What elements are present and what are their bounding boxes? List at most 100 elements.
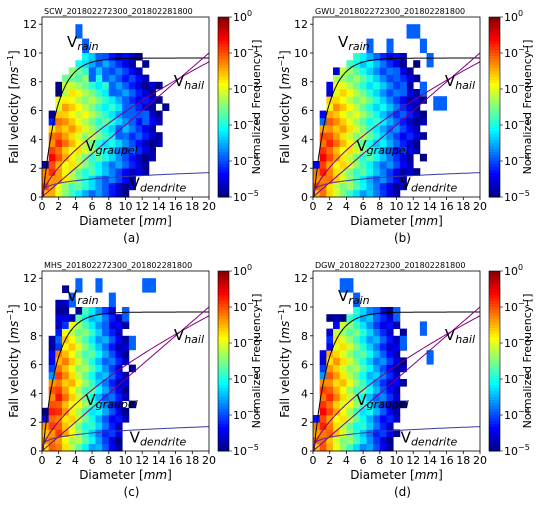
heatmap-cell — [393, 175, 401, 183]
heatmap-cell — [373, 168, 381, 176]
heatmap-cell — [68, 335, 76, 344]
heatmap-cell — [399, 153, 407, 162]
colorbar-segment — [489, 89, 500, 93]
heatmap-cell — [346, 182, 354, 191]
heatmap-cell — [122, 125, 130, 133]
heatmap-cell — [142, 110, 150, 125]
colorbar-segment — [489, 295, 500, 299]
heatmap-cell — [333, 443, 341, 452]
heatmap-cell — [122, 393, 130, 401]
heatmap-cell — [128, 132, 136, 140]
colorbar-segment — [489, 400, 500, 404]
heatmap-cell — [102, 343, 110, 351]
heatmap-cell — [55, 299, 63, 308]
y-tick-label: 4 — [30, 387, 37, 400]
heatmap-cell — [75, 67, 83, 75]
x-tick-label: 4 — [343, 200, 350, 213]
heatmap-cell — [346, 168, 354, 176]
heatmap-cell — [346, 379, 354, 387]
heatmap-cell — [82, 182, 90, 191]
heatmap-cell — [373, 379, 381, 387]
heatmap-cell — [333, 436, 341, 445]
heatmap-cell — [406, 125, 414, 133]
heatmap-cell — [386, 335, 394, 344]
heatmap-cell — [379, 400, 387, 409]
heatmap-cell — [393, 379, 401, 387]
heatmap-cell — [135, 168, 143, 176]
colorbar-segment — [218, 62, 229, 66]
colorbar-segment — [218, 367, 229, 371]
heatmap-cell — [406, 168, 414, 176]
heatmap-cell — [386, 74, 394, 83]
heatmap-cell — [155, 81, 163, 90]
colorbar-segment — [489, 307, 500, 311]
heatmap-cell — [55, 153, 63, 162]
heatmap-cell — [82, 415, 90, 423]
heatmap-cell — [75, 321, 83, 329]
heatmap-cell — [326, 328, 334, 337]
heatmap-cell — [333, 415, 341, 423]
heatmap-cell — [115, 443, 123, 452]
heatmap-cell — [75, 182, 83, 191]
heatmap-cell — [115, 328, 123, 337]
heatmap-cell — [108, 292, 116, 307]
heatmap-cell — [379, 89, 387, 97]
colorbar-segment — [489, 122, 500, 126]
heatmap-cell — [386, 364, 394, 373]
heatmap-cell — [339, 110, 347, 119]
heatmap-cell — [353, 132, 361, 140]
heatmap-cell — [326, 436, 334, 445]
heatmap-cell — [135, 96, 143, 104]
heatmap-cells — [313, 24, 447, 198]
heatmap-cell — [62, 132, 70, 140]
heatmap-cell — [148, 139, 156, 147]
panel-caption: (d) — [394, 485, 411, 499]
heatmap-cell — [155, 96, 163, 104]
heatmap-cell — [346, 436, 354, 445]
heatmap-cell — [115, 350, 123, 358]
x-tick-label: 16 — [440, 454, 454, 467]
heatmap-cell — [353, 53, 361, 61]
heatmap-cell — [379, 103, 387, 111]
heatmap-cell — [142, 60, 150, 68]
colorbar-segment — [489, 44, 500, 48]
heatmap-cell — [82, 38, 90, 53]
heatmap-cell — [399, 110, 407, 119]
heatmap-cell — [346, 350, 354, 358]
colorbar-segment — [489, 325, 500, 329]
colorbar-segment — [218, 191, 229, 195]
heatmap-cell — [393, 67, 401, 82]
colorbar-segment — [489, 101, 500, 105]
heatmap-cell — [346, 400, 354, 409]
heatmap-cell — [95, 89, 103, 97]
heatmap-cell — [379, 443, 387, 452]
heatmap-cell — [333, 96, 341, 104]
heatmap-cell — [339, 379, 347, 387]
colorbar-segment — [489, 370, 500, 374]
heatmap-cell — [142, 125, 150, 133]
colorbar-segment — [489, 149, 500, 153]
heatmap-cell — [366, 357, 374, 365]
heatmap-cell — [82, 153, 90, 162]
label-v-hail: Vhail — [174, 326, 204, 346]
heatmap-cell — [353, 67, 361, 75]
heatmap-cell — [366, 60, 374, 68]
heatmap-cell — [128, 81, 136, 90]
heatmap-cell — [406, 139, 414, 147]
heatmap-cell — [75, 125, 83, 133]
colorbar-segment — [218, 50, 229, 54]
colorbar-tick-label: 10−3 — [233, 117, 259, 132]
heatmap-cell — [339, 153, 347, 162]
heatmap-cell — [393, 407, 401, 416]
heatmap-cell — [326, 146, 334, 155]
heatmap-cell — [326, 161, 334, 169]
heatmap-cell — [135, 89, 143, 97]
heatmap-cell — [339, 146, 347, 155]
heatmap-cell — [68, 407, 76, 416]
heatmap-cell — [108, 168, 116, 176]
colorbar-segment — [218, 80, 229, 84]
heatmap-cell — [326, 379, 334, 387]
heatmap-cell — [346, 314, 354, 322]
colorbar-segment — [489, 304, 500, 308]
